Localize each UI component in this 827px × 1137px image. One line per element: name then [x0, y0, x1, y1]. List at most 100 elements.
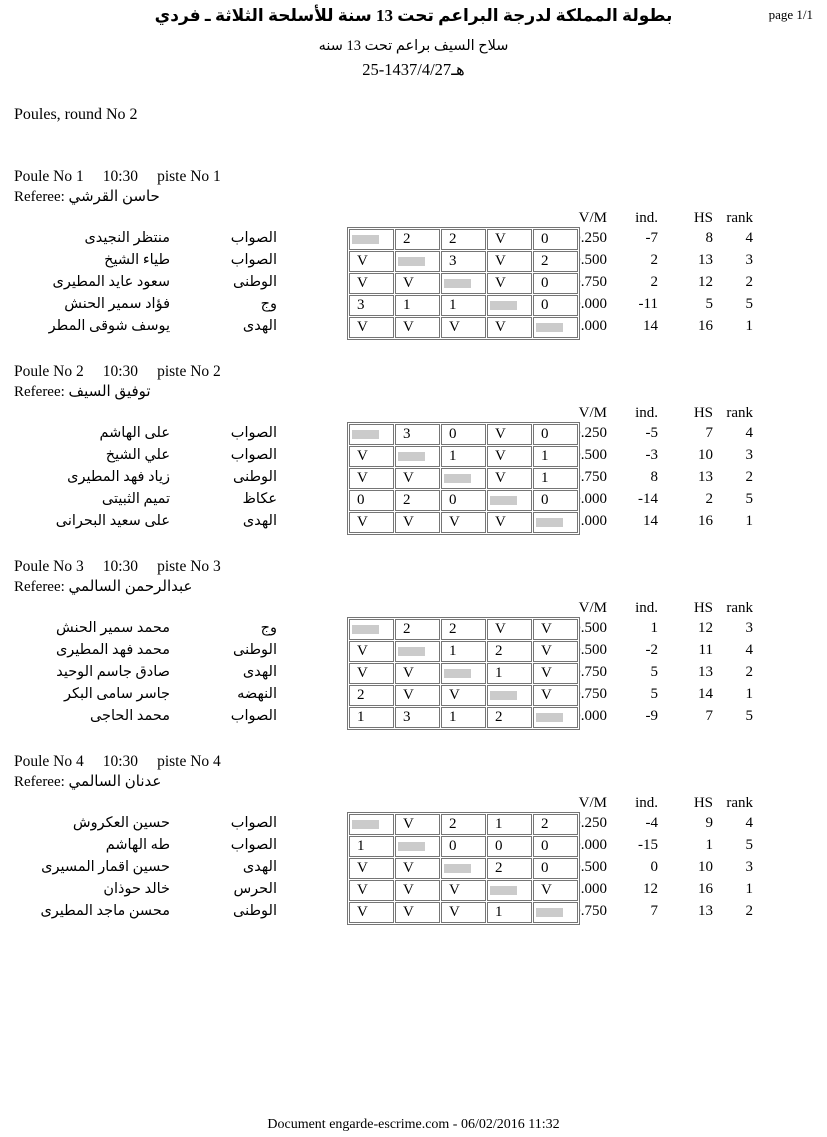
fencer-name: جاسر سامى البكر	[63, 686, 170, 702]
stats-header-row: V/M ind. HS rank	[540, 210, 753, 226]
score-value: V	[541, 665, 552, 681]
score-cell: 1	[487, 663, 532, 684]
score-cell: V	[349, 858, 394, 879]
score-value: 2	[403, 621, 411, 637]
poule-piste: piste No 2	[157, 363, 221, 380]
stats-header-hs: HS	[693, 600, 713, 616]
stat-hs: 5	[705, 296, 714, 312]
score-value: 0	[541, 492, 549, 508]
stats-header-rank: rank	[726, 405, 753, 421]
score-value: 1	[495, 816, 503, 832]
fencer-name: صادق جاسم الوحيد	[56, 664, 170, 680]
score-cell: V	[395, 273, 440, 294]
fencer-stats-row: 0.000 -9 7 5	[540, 705, 753, 727]
score-grid-row: 1 3 1 2	[349, 707, 578, 728]
poule-header: Poule No 1 10:30 piste No 1	[14, 168, 240, 186]
stat-rank: 1	[745, 513, 754, 529]
score-value: V	[403, 816, 414, 832]
stat-rank: 2	[745, 469, 754, 485]
score-cell: V	[349, 273, 394, 294]
score-cell: V	[487, 317, 532, 338]
stat-hs: 2	[705, 491, 714, 507]
score-value: 0	[495, 838, 503, 854]
score-cell: 1	[533, 468, 578, 489]
fencer-stats-row: 0.000 -11 5 5	[540, 293, 753, 315]
stat-ind: 2	[650, 252, 659, 268]
score-value: 2	[403, 492, 411, 508]
score-grid-row: 1 0 0 0	[349, 836, 578, 857]
poule-block: Poule No 3 10:30 piste No 3 Referee: عبدالر…	[0, 558, 827, 753]
score-value: 0	[449, 492, 457, 508]
referee-line: Referee: حاسن القرشي	[14, 187, 160, 206]
referee-label: Referee:	[14, 189, 65, 205]
score-cell: 0	[533, 424, 578, 445]
self-cell-box	[444, 864, 471, 873]
score-value: V	[403, 470, 414, 486]
stat-ind: 0	[650, 859, 659, 875]
fencer-club: النهضه	[237, 686, 277, 702]
score-cell: V	[441, 317, 486, 338]
score-value: 0	[541, 860, 549, 876]
stat-vm: 0.000	[573, 837, 607, 853]
stat-hs: 7	[705, 708, 714, 724]
score-cell: V	[441, 902, 486, 923]
poule-piste: piste No 3	[157, 558, 221, 575]
stat-rank: 2	[745, 664, 754, 680]
score-value: V	[357, 904, 368, 920]
score-value: 2	[403, 231, 411, 247]
stat-vm: 0.000	[573, 491, 607, 507]
fencer-club: الوطنى	[233, 903, 277, 919]
score-value: 1	[495, 904, 503, 920]
fencer-stats-row: 1.000 14 16 1	[540, 510, 753, 532]
score-value: 3	[403, 709, 411, 725]
score-value: 0	[541, 426, 549, 442]
referee-label: Referee:	[14, 384, 65, 400]
self-cell-box	[536, 323, 563, 332]
score-cell: V	[349, 902, 394, 923]
stat-ind: 8	[650, 469, 659, 485]
fencer-name: تميم الثبيتى	[101, 491, 170, 507]
score-cell: V	[441, 880, 486, 901]
score-cell: V	[395, 814, 440, 835]
self-cell	[349, 814, 394, 835]
score-value: 1	[449, 709, 457, 725]
stat-rank: 1	[745, 881, 754, 897]
referee-label: Referee:	[14, 579, 65, 595]
self-cell	[395, 641, 440, 662]
poule-header: Poule No 4 10:30 piste No 4	[14, 753, 240, 771]
score-cell: 2	[441, 814, 486, 835]
fencer-club: الصواب	[230, 447, 277, 463]
score-value: 0	[541, 231, 549, 247]
fencer-stats-row: 0.750 8 13 2	[540, 466, 753, 488]
self-cell-box	[352, 625, 379, 634]
stat-rank: 5	[745, 837, 754, 853]
stat-hs: 10	[698, 447, 713, 463]
self-cell-box	[352, 820, 379, 829]
score-value: V	[403, 882, 414, 898]
stats-header-rank: rank	[726, 795, 753, 811]
stat-rank: 3	[745, 859, 754, 875]
score-value: V	[357, 470, 368, 486]
score-cell: 2	[533, 251, 578, 272]
stat-hs: 12	[698, 274, 713, 290]
score-cell: 0	[533, 229, 578, 250]
stat-vm: 0.000	[573, 708, 607, 724]
score-value: V	[403, 687, 414, 703]
self-cell	[533, 317, 578, 338]
score-value: V	[403, 319, 414, 335]
stats-header-row: V/M ind. HS rank	[540, 795, 753, 811]
stats-header-ind: ind.	[635, 405, 658, 421]
fencer-stats-row: 0.000 -14 2 5	[540, 488, 753, 510]
fencer-club: الوطنى	[233, 274, 277, 290]
fencer-name: على الهاشم	[99, 425, 170, 441]
score-value: V	[357, 448, 368, 464]
document-title-date: هـ1437/4/27-25	[362, 60, 465, 79]
self-cell-box	[352, 235, 379, 244]
score-cell: V	[395, 858, 440, 879]
stat-hs: 16	[698, 513, 713, 529]
self-cell-box	[398, 257, 425, 266]
score-cell: V	[349, 317, 394, 338]
score-value: V	[403, 904, 414, 920]
stat-hs: 9	[705, 815, 714, 831]
